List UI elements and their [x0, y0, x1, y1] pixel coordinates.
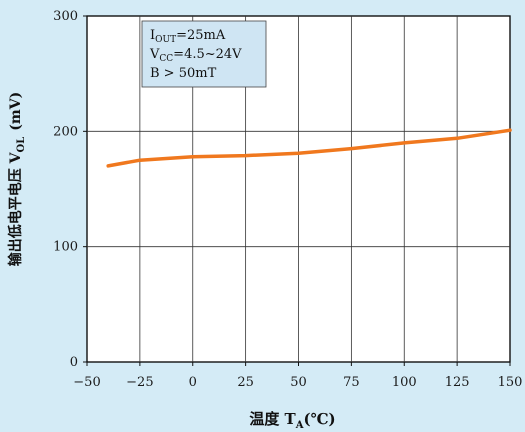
x-axis-title-main: 温度 T — [249, 410, 296, 428]
x-tick-label: −50 — [73, 375, 100, 390]
y-tick-label: 200 — [53, 124, 78, 139]
annotation-box: IOUT=25mA VCC=4.5~24V B > 50mT — [141, 20, 267, 88]
annotation-line: VCC=4.5~24V — [149, 47, 242, 64]
x-axis-title-sub: A — [295, 420, 304, 431]
x-tick-label: 100 — [392, 375, 417, 390]
annotation-line: B > 50mT — [150, 66, 217, 81]
y-axis-title: 输出低电平电压 VOL (mV) — [7, 92, 27, 266]
x-axis-title: 温度 TA(℃) — [249, 410, 335, 431]
y-axis-title-unit: (mV) — [8, 92, 24, 131]
x-tick-label: −25 — [126, 375, 153, 390]
x-tick-label: 125 — [445, 375, 470, 390]
y-tick-label: 0 — [70, 355, 78, 370]
tick-labels: −50 −25 0 25 50 75 100 125 150 0 100 200 300 — [53, 9, 522, 390]
y-axis-title-main: 输出低电平电压 V — [7, 151, 24, 266]
x-tick-label: 25 — [237, 375, 254, 390]
y-tick-label: 300 — [53, 9, 78, 24]
x-tick-label: 0 — [189, 375, 197, 390]
series-line — [106, 128, 512, 168]
x-axis-title-unit: (℃) — [303, 410, 335, 428]
y-tick-label: 100 — [53, 240, 78, 255]
x-tick-label: 150 — [498, 375, 523, 390]
x-tick-label: 75 — [343, 375, 360, 390]
x-tick-label: 50 — [290, 375, 307, 390]
grid — [83, 15, 511, 366]
annotation-line: IOUT=25mA — [150, 28, 226, 45]
series-layer — [106, 128, 512, 168]
annotation-bg — [141, 20, 267, 88]
y-axis-title-sub: OL — [16, 137, 27, 153]
